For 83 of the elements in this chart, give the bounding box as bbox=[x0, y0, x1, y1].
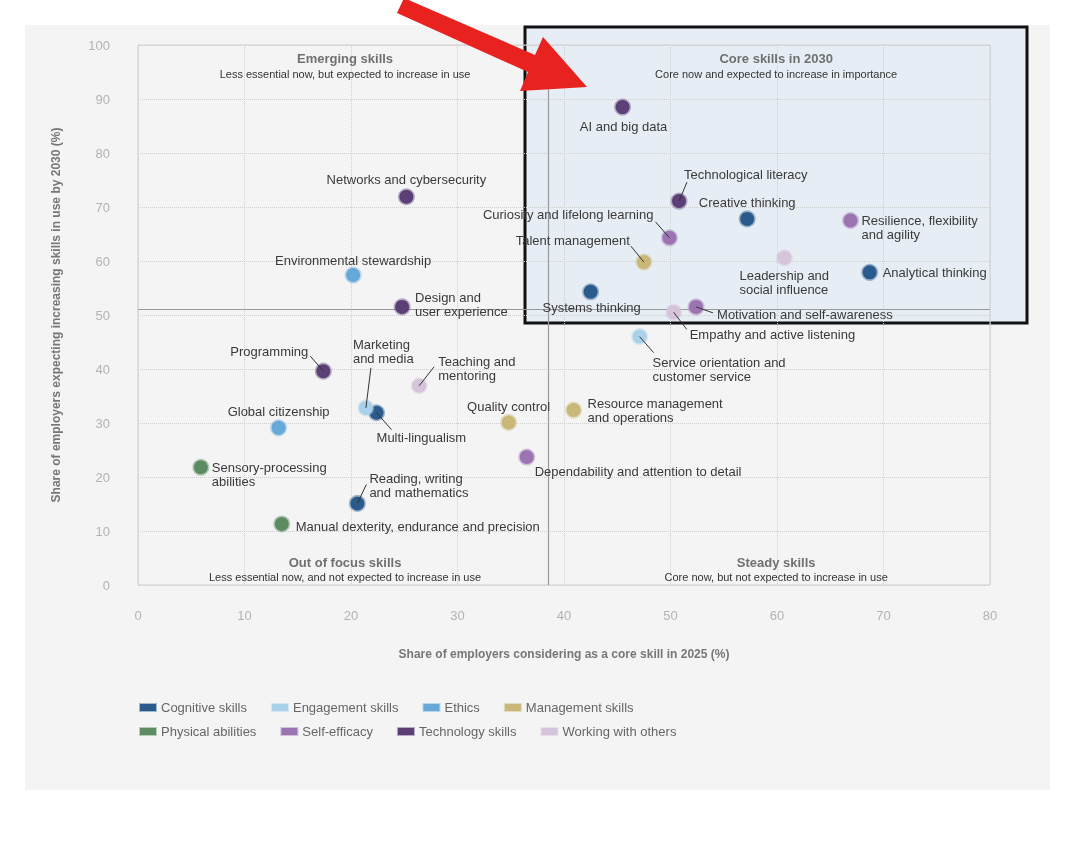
annotation: Networks and cybersecurity bbox=[326, 172, 487, 188]
y-axis-title: Share of employers expecting increasing skills in use by 2030 (%) bbox=[49, 127, 63, 503]
point bbox=[314, 362, 332, 380]
point bbox=[670, 192, 688, 210]
y-tick-label: 100 bbox=[88, 37, 110, 53]
annotation: Resilience, flexibility and agility bbox=[861, 213, 979, 242]
point bbox=[393, 298, 411, 316]
annotation: Leadership and social influence bbox=[739, 268, 830, 298]
annotation: Reading, writing and mathematics bbox=[369, 470, 469, 500]
annotation: Core skills in 2030 Core now and expected to increase in importance bbox=[655, 51, 898, 80]
y-tick-label: 80 bbox=[95, 145, 110, 161]
annotation: Environmental stewardship bbox=[275, 252, 432, 268]
point bbox=[344, 266, 362, 284]
point bbox=[500, 413, 518, 431]
legend-label: Physical abilities bbox=[161, 724, 257, 739]
point bbox=[861, 263, 879, 281]
point bbox=[582, 283, 600, 301]
point bbox=[635, 253, 653, 271]
annotation: Emerging skills Less essential now, but expected to increase in use bbox=[219, 51, 471, 80]
point bbox=[192, 458, 210, 476]
x-tick-label: 10 bbox=[237, 608, 252, 623]
point bbox=[631, 328, 649, 346]
point bbox=[270, 419, 288, 437]
x-tick-label: 50 bbox=[663, 608, 678, 623]
annotation: Dependability and attention to detail bbox=[534, 463, 742, 479]
annotation: Global citizenship bbox=[227, 404, 330, 420]
annotation: Teaching and mentoring bbox=[438, 354, 516, 384]
x-tick-label: 0 bbox=[134, 608, 142, 623]
x-tick-label: 80 bbox=[982, 608, 998, 623]
annotation: Out of focus skills Less essential now, and not expected to increase in use bbox=[208, 554, 482, 584]
y-tick-label: 90 bbox=[95, 91, 110, 107]
legend-label: Self-efficacy bbox=[302, 724, 374, 739]
point bbox=[842, 212, 859, 229]
point bbox=[397, 188, 415, 206]
point bbox=[665, 303, 683, 321]
point bbox=[565, 401, 583, 419]
annotation: Service orientation and customer service bbox=[652, 355, 786, 385]
annotation: Design and user experience bbox=[415, 290, 508, 320]
point bbox=[738, 210, 756, 228]
annotation: Technological literacy bbox=[684, 166, 809, 182]
annotation: Sensory-processing abilities bbox=[211, 459, 327, 489]
x-tick-label: 40 bbox=[556, 608, 572, 623]
x-tick-label: 70 bbox=[876, 608, 891, 623]
y-tick-label: 40 bbox=[95, 361, 110, 377]
annotation: Manual dexterity, endurance and precision bbox=[295, 519, 540, 535]
annotation: Systems thinking bbox=[542, 300, 641, 316]
annotation: Steady skills Core now, but not expected to increase in use bbox=[664, 554, 888, 584]
y-tick-label: 30 bbox=[95, 415, 110, 431]
y-tick-label: 0 bbox=[102, 577, 110, 593]
point bbox=[518, 448, 536, 466]
annotation: Analytical thinking bbox=[882, 264, 987, 280]
point bbox=[357, 399, 375, 417]
annotation: Quality control bbox=[467, 398, 551, 414]
x-tick-label: 60 bbox=[769, 608, 785, 623]
y-tick-label: 50 bbox=[95, 307, 110, 323]
annotation: Empathy and active listening bbox=[689, 326, 856, 342]
annotation: Programming bbox=[230, 343, 309, 359]
x-tick-label: 20 bbox=[343, 608, 359, 623]
x-axis-title: Share of employers considering as a core skill in 2025 (%) bbox=[398, 647, 730, 661]
y-tick-label: 70 bbox=[95, 199, 110, 215]
point bbox=[660, 229, 678, 247]
point bbox=[348, 494, 366, 512]
annotation: Multi-lingualism bbox=[376, 430, 467, 446]
legend-label: Cognitive skills bbox=[161, 700, 248, 715]
legend-label: Management skills bbox=[525, 700, 635, 715]
y-tick-label: 10 bbox=[95, 523, 110, 539]
point bbox=[614, 98, 632, 116]
legend-label: Ethics bbox=[444, 700, 481, 715]
legend-label: Technology skills bbox=[418, 724, 517, 739]
point bbox=[410, 377, 428, 395]
y-tick-label: 20 bbox=[95, 469, 110, 485]
annotation: AI and big data bbox=[579, 118, 669, 134]
x-tick-label: 30 bbox=[450, 608, 465, 623]
annotation: Resource management and operations bbox=[587, 395, 724, 425]
y-tick-label: 60 bbox=[95, 253, 110, 269]
annotation: Motivation and self-awareness bbox=[717, 307, 894, 323]
point bbox=[775, 249, 793, 267]
point bbox=[687, 298, 705, 316]
annotation: Creative thinking bbox=[698, 195, 796, 211]
point bbox=[273, 515, 291, 533]
legend-label: Working with others bbox=[562, 724, 677, 739]
legend-label: Engagement skills bbox=[292, 700, 399, 715]
annotation: Marketing and media bbox=[352, 337, 415, 367]
